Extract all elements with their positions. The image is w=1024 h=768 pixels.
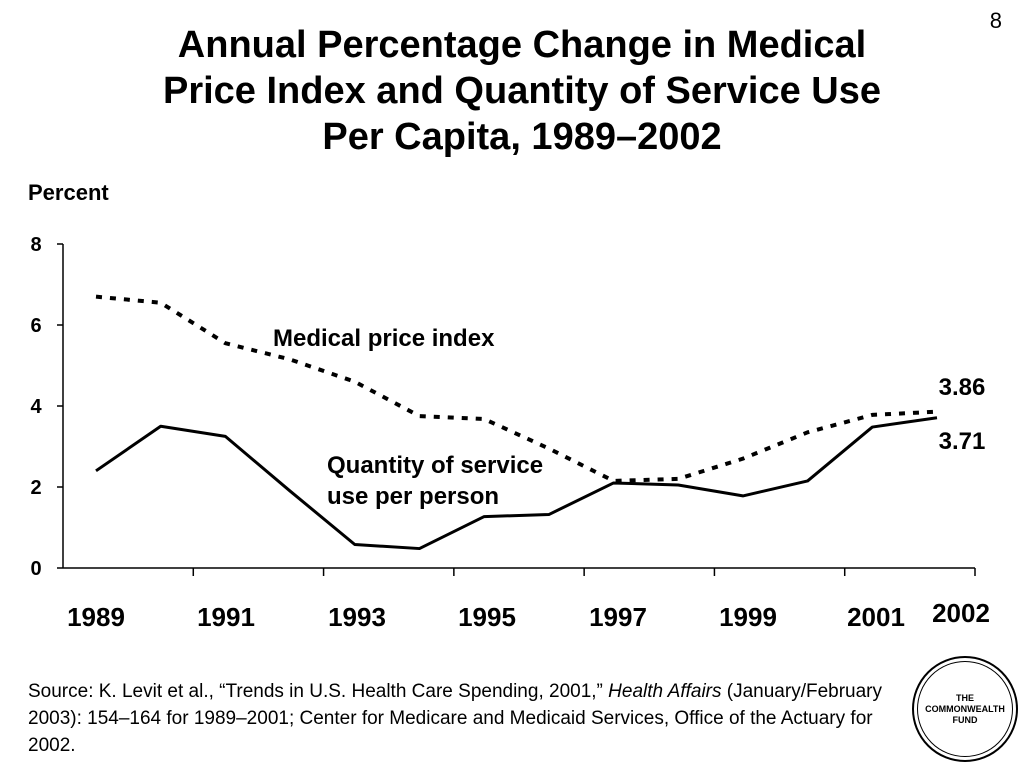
- source-journal: Health Affairs: [608, 681, 722, 702]
- chart-series: [95, 294, 938, 551]
- x-tick-label: 1993: [328, 602, 386, 632]
- line-chart: 0 2 4 6 8 1989 1991 1993 1995 1997 1999 2001 2002 Pe…: [28, 180, 990, 632]
- price-index-end-value: 3.86: [939, 374, 986, 401]
- price-index-line: [95, 294, 938, 483]
- source-prefix: Source: K. Levit et al., “Trends in U.S.…: [28, 681, 609, 702]
- x-tick-label: 1991: [197, 602, 255, 632]
- title-line-1: Annual Percentage Change in Medical: [177, 24, 867, 66]
- y-tick-label: 0: [30, 558, 41, 580]
- title-line-3: Per Capita, 1989–2002: [322, 116, 722, 158]
- source-note: Source: K. Levit et al., “Trends in U.S.…: [28, 678, 908, 759]
- service-use-line: [95, 416, 938, 551]
- chart-title: Annual Percentage Change in Medical Pric…: [60, 22, 984, 160]
- logo-line-2: COMMONWEALTH: [925, 703, 1005, 714]
- x-tick-label: 1989: [67, 602, 125, 632]
- service-use-label-line-1: Quantity of service: [327, 452, 543, 479]
- x-tick-label: 1999: [719, 602, 777, 632]
- logo-line-3: FUND: [952, 714, 978, 725]
- y-axis-label: Percent: [28, 180, 109, 205]
- price-index-label: Medical price index: [273, 325, 495, 352]
- x-tick-label: 2001: [847, 602, 905, 632]
- chart-axes: [62, 244, 975, 569]
- title-line-2: Price Index and Quantity of Service Use: [162, 70, 882, 112]
- service-use-label-line-2: use per person: [327, 483, 499, 510]
- x-tick-label: 2002: [932, 598, 990, 628]
- service-use-end-value: 3.71: [939, 428, 986, 455]
- y-tick-label: 4: [30, 396, 42, 418]
- page-number: 8: [989, 8, 1002, 33]
- y-tick-label: 6: [30, 315, 41, 337]
- chart-ticks: 0 2 4 6 8 1989 1991 1993 1995 1997 1999 2001 2002: [30, 234, 989, 632]
- y-tick-label: 8: [30, 234, 41, 256]
- chart-labels: Percent Medical price index Quantity of se…: [28, 180, 985, 510]
- logo-line-1: THE: [956, 692, 974, 703]
- logo-inner-ring: THE COMMONWEALTH FUND: [917, 661, 1013, 757]
- x-tick-label: 1997: [589, 602, 647, 632]
- y-tick-label: 2: [30, 477, 41, 499]
- commonwealth-fund-logo: THE COMMONWEALTH FUND: [912, 656, 1018, 762]
- x-tick-label: 1995: [458, 602, 516, 632]
- source-suffix: (January/February 2003): 154–164 for 198…: [28, 681, 883, 756]
